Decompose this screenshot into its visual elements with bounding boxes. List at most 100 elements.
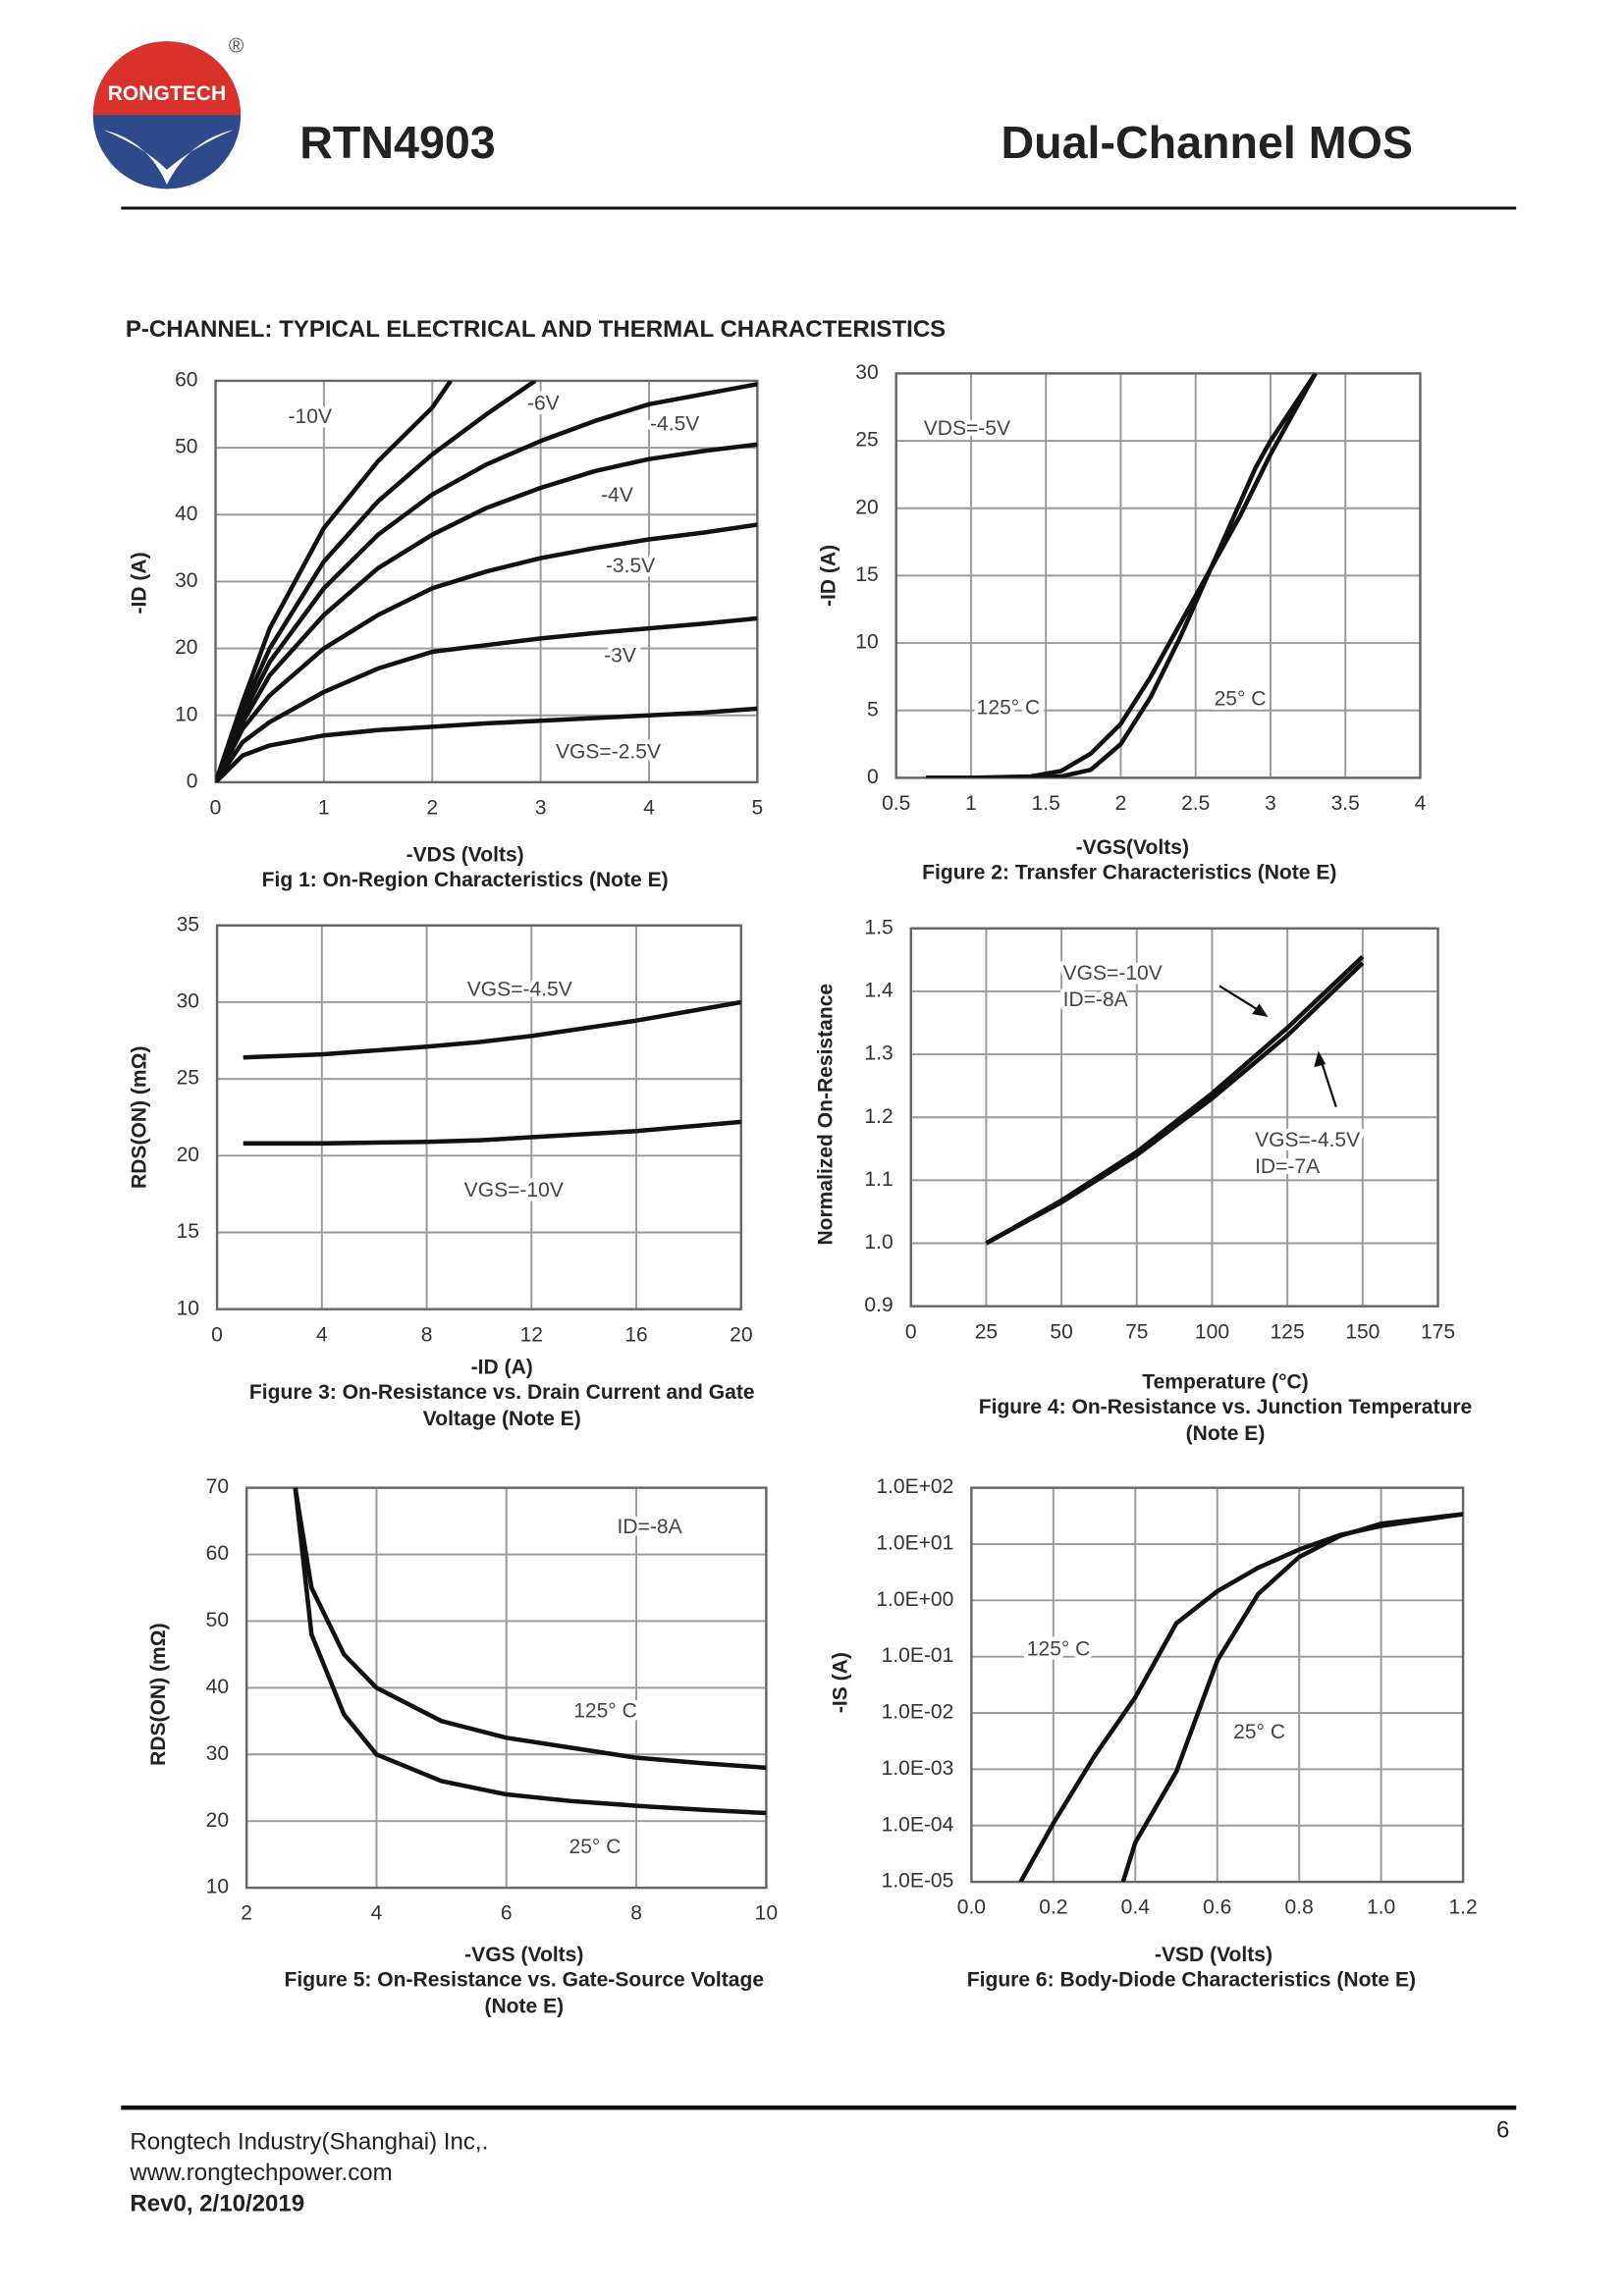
series-line [293, 1487, 767, 1816]
y-tick-label: 40 [175, 503, 197, 525]
figure-caption: Figure 5: On-Resistance vs. Gate-Source … [285, 1968, 765, 1991]
x-tick-label: 4 [316, 1323, 328, 1346]
y-tick-label: 1.1 [864, 1168, 893, 1191]
y-tick-label: 20 [177, 1144, 199, 1166]
x-tick-label: 175 [1421, 1320, 1455, 1343]
y-tick-label: 1.0E-03 [882, 1757, 954, 1780]
series-label: -3.5V [606, 555, 655, 577]
series-line [985, 954, 1365, 1246]
footer-company: Rongtech Industry(Shanghai) Inc,. [130, 2129, 488, 2156]
x-tick-label: 3 [535, 797, 547, 820]
x-tick-label: 100 [1195, 1320, 1229, 1343]
series-label: 25° C [1233, 1721, 1285, 1743]
x-tick-label: 0 [210, 797, 222, 820]
logo-text: RONGTECH [108, 82, 226, 105]
y-tick-label: 30 [175, 569, 197, 592]
x-tick-label: 1.2 [1448, 1896, 1477, 1919]
y-tick-label: 40 [206, 1676, 229, 1698]
chart: 0.0 0.2 0.4 0.6 0.8 1.0 1.2 1.0E+02 1.0E+01 1.0E+… [830, 1475, 1478, 1991]
y-tick-label: 1.4 [864, 979, 893, 1001]
y-tick-label: 1.0E+02 [876, 1475, 953, 1498]
x-tick-label: 50 [1050, 1320, 1072, 1343]
series-line [215, 522, 758, 782]
series-label: -4.5V [650, 413, 699, 436]
series-label: VGS=-10V [464, 1179, 564, 1201]
series-label: -4V [601, 484, 633, 507]
x-tick-label: 1.5 [1032, 792, 1060, 815]
y-tick-label: 0 [867, 766, 879, 788]
x-tick-label: 8 [630, 1902, 642, 1925]
arrow-head [1252, 1003, 1269, 1017]
x-tick-label: 150 [1345, 1320, 1380, 1343]
plot-frame [909, 927, 1439, 1308]
figure-caption: Fig 1: On-Region Characteristics (Note E… [262, 869, 669, 891]
x-tick-label: 75 [1125, 1320, 1148, 1343]
footer-website: www.rongtechpower.com [129, 2160, 392, 2186]
x-tick-label: 3 [1265, 792, 1276, 815]
x-axis-label: -ID (A) [471, 1356, 533, 1378]
x-tick-label: 4 [371, 1902, 383, 1925]
series-line [243, 1119, 741, 1147]
plot-frame [970, 1486, 1465, 1884]
x-tick-label: 2 [426, 797, 438, 820]
y-tick-label: 20 [206, 1809, 229, 1832]
x-axis-label: -VDS (Volts) [406, 844, 524, 867]
x-tick-label: 1 [318, 797, 330, 820]
y-tick-label: 30 [177, 990, 199, 1013]
series-line [243, 999, 741, 1060]
y-tick-label: 10 [175, 703, 197, 725]
series-label: -6V [527, 393, 560, 415]
arrow [1218, 985, 1264, 1014]
chart: 0.5 1 1.5 2 2.5 3 3.5 4 0 5 10 15 20 25 30 125° C 25° C V… [818, 361, 1427, 884]
x-axis-label: Temperature (°C) [1142, 1370, 1308, 1393]
logo-swoosh [103, 130, 234, 185]
series-line [215, 382, 758, 782]
y-tick-label: 1.0E+00 [876, 1588, 953, 1611]
y-tick-label: 1.5 [864, 916, 893, 938]
y-axis-label: -ID (A) [128, 552, 150, 614]
series-line [926, 373, 1318, 778]
y-tick-label: 1.0E-02 [882, 1701, 954, 1724]
y-tick-label: 1.2 [864, 1105, 893, 1128]
x-tick-label: 0.4 [1121, 1896, 1151, 1919]
y-tick-label: 60 [206, 1542, 229, 1565]
section-title: P-CHANNEL: TYPICAL ELECTRICAL AND THERMA… [126, 316, 946, 343]
arrow-head [1314, 1050, 1326, 1068]
y-tick-label: 10 [855, 631, 878, 654]
x-axis-label: -VGS(Volts) [1076, 836, 1189, 859]
y-tick-label: 30 [206, 1742, 229, 1765]
y-tick-label: 1.0E-01 [882, 1644, 954, 1667]
plot-frame [215, 924, 743, 1310]
x-tick-label: 10 [755, 1902, 778, 1925]
plot-frame [214, 379, 759, 784]
y-tick-label: 20 [855, 496, 878, 518]
chart: 0 1 2 3 4 50102030405060-10V-6V-4.5V-4V-3.5V-… [128, 368, 763, 891]
series-label: ID=-7A [1255, 1155, 1320, 1178]
series-line [215, 615, 758, 782]
series-label: 125° C [573, 1700, 637, 1723]
series-label: VGS=-10V [1063, 962, 1163, 985]
x-tick-label: 2 [1115, 792, 1127, 815]
series-label: 125° C [1027, 1638, 1091, 1661]
registered-mark: ® [229, 35, 244, 58]
y-tick-label: 0 [187, 770, 198, 792]
footer-revision: Rev0, 2/10/2019 [130, 2191, 304, 2217]
chart: 2 4 6 8 10 10 20 30 40 50 60 70 125° C 25° C ID=-8A -VG… [147, 1475, 778, 2017]
y-tick-label: 1.0E-05 [882, 1870, 954, 1893]
x-tick-label: 12 [520, 1323, 543, 1346]
series-line [293, 1487, 767, 1771]
y-axis-label: Normalized On-Resistance [815, 984, 838, 1246]
series-label: VGS=-4.5V [467, 978, 572, 1000]
x-tick-label: 0 [211, 1323, 223, 1346]
x-axis-label: -VGS (Volts) [464, 1944, 583, 1966]
x-tick-label: 16 [624, 1323, 647, 1346]
y-axis-label: -ID (A) [818, 545, 840, 607]
y-tick-label: 20 [175, 636, 197, 659]
x-tick-label: 0.8 [1285, 1896, 1314, 1919]
series-label: -10V [289, 405, 332, 428]
annotation: VDS=-5V [924, 417, 1010, 440]
chart: 0 4 8 12 16 20 10 15 20 25 30 35 VGS=-4.5V VGS=-10V -I… [128, 913, 754, 1430]
x-tick-label: 2 [241, 1902, 252, 1925]
